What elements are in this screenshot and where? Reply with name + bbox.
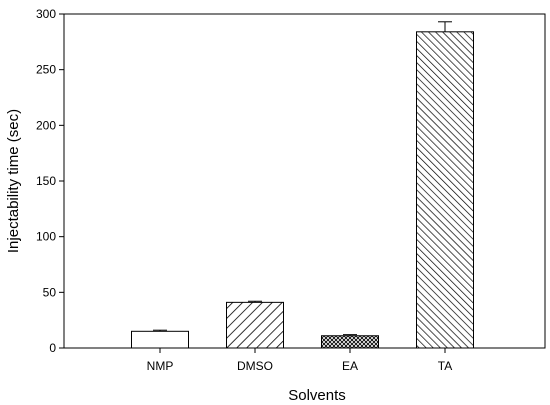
y-tick-label: 50 <box>43 285 57 299</box>
x-tick-label-dmso: DMSO <box>237 359 273 373</box>
y-tick-label: 300 <box>36 7 56 21</box>
x-tick-label-ea: EA <box>342 359 358 373</box>
y-tick-label: 0 <box>49 341 56 355</box>
y-tick-label: 250 <box>36 63 56 77</box>
plot-area: 0 50 100 150 200 250 300 NMP DMSO EA TA <box>36 7 546 373</box>
y-tick-label: 100 <box>36 230 56 244</box>
bar-dmso <box>226 301 284 349</box>
x-tick-label-ta: TA <box>438 359 452 373</box>
x-tick-label-nmp: NMP <box>147 359 174 373</box>
y-axis-title: Injectability time (sec) <box>5 109 22 253</box>
y-tick-label: 200 <box>36 118 56 132</box>
y-tick-label: 150 <box>36 174 56 188</box>
bar-ea <box>321 335 379 349</box>
bar-nmp <box>131 330 189 349</box>
x-axis-title: Solvents <box>288 387 346 404</box>
bar-ta <box>416 31 474 349</box>
